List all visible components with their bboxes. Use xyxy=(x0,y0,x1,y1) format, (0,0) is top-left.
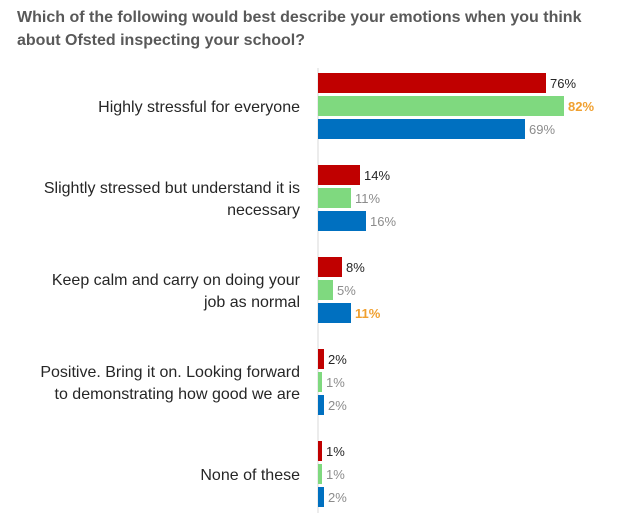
bar-series-3 xyxy=(318,395,324,415)
category-label-line: Keep calm and carry on doing your xyxy=(52,272,301,289)
bar-value-label: 69% xyxy=(529,122,555,137)
bar-value-label: 1% xyxy=(326,467,345,482)
bar-series-3 xyxy=(318,487,324,507)
category-label: Positive. Bring it on. Looking forward to… xyxy=(40,364,300,403)
category-label-line: Positive. Bring it on. Looking forward xyxy=(40,364,300,381)
chart-title: Which of the following would best descri… xyxy=(17,9,582,49)
bar-series-1 xyxy=(318,349,324,369)
bar-value-label: 11% xyxy=(355,306,381,321)
category-label: Highly stressful for everyone xyxy=(98,99,300,116)
category-label-line: necessary xyxy=(227,202,300,219)
category-group: Slightly stressed but understand it is ne… xyxy=(44,165,396,231)
bar-value-label: 11% xyxy=(355,191,380,206)
bar-value-label: 5% xyxy=(337,283,356,298)
bar-series-2 xyxy=(318,96,564,116)
bar-value-label: 76% xyxy=(550,76,576,91)
bar-series-3 xyxy=(318,303,351,323)
category-label-line: Slightly stressed but understand it is xyxy=(44,180,300,197)
bar-value-label: 14% xyxy=(364,168,390,183)
category-group: Positive. Bring it on. Looking forward to… xyxy=(40,349,347,415)
bar-value-label: 1% xyxy=(326,444,345,459)
bar-value-label: 8% xyxy=(346,260,365,275)
category-label: None of these xyxy=(200,467,300,484)
category-label-line: job as normal xyxy=(203,294,300,311)
category-label: Slightly stressed but understand it is ne… xyxy=(44,180,300,219)
bar-series-2 xyxy=(318,280,333,300)
category-label-line: None of these xyxy=(200,467,300,484)
category-label-line: to demonstrating how good we are xyxy=(55,386,301,403)
category-label: Keep calm and carry on doing your job as … xyxy=(52,272,301,311)
bar-value-label: 2% xyxy=(328,398,347,413)
category-group: Highly stressful for everyone 76% 82% 69% xyxy=(98,73,594,139)
bar-series-1 xyxy=(318,257,342,277)
category-group: Keep calm and carry on doing your job as … xyxy=(52,257,381,323)
bar-value-label: 16% xyxy=(370,214,396,229)
category-label-line: Highly stressful for everyone xyxy=(98,99,300,116)
category-group: None of these 1% 1% 2% xyxy=(200,441,347,507)
bar-series-1 xyxy=(318,73,546,93)
bar-series-3 xyxy=(318,211,366,231)
bar-series-2 xyxy=(318,464,322,484)
bar-value-label: 1% xyxy=(326,375,345,390)
bar-series-1 xyxy=(318,441,322,461)
bar-series-3 xyxy=(318,119,525,139)
bar-series-2 xyxy=(318,188,351,208)
bar-value-label: 2% xyxy=(328,490,347,505)
bar-value-label: 2% xyxy=(328,352,347,367)
bar-series-1 xyxy=(318,165,360,185)
bar-series-2 xyxy=(318,372,322,392)
bar-value-label: 82% xyxy=(568,99,594,114)
